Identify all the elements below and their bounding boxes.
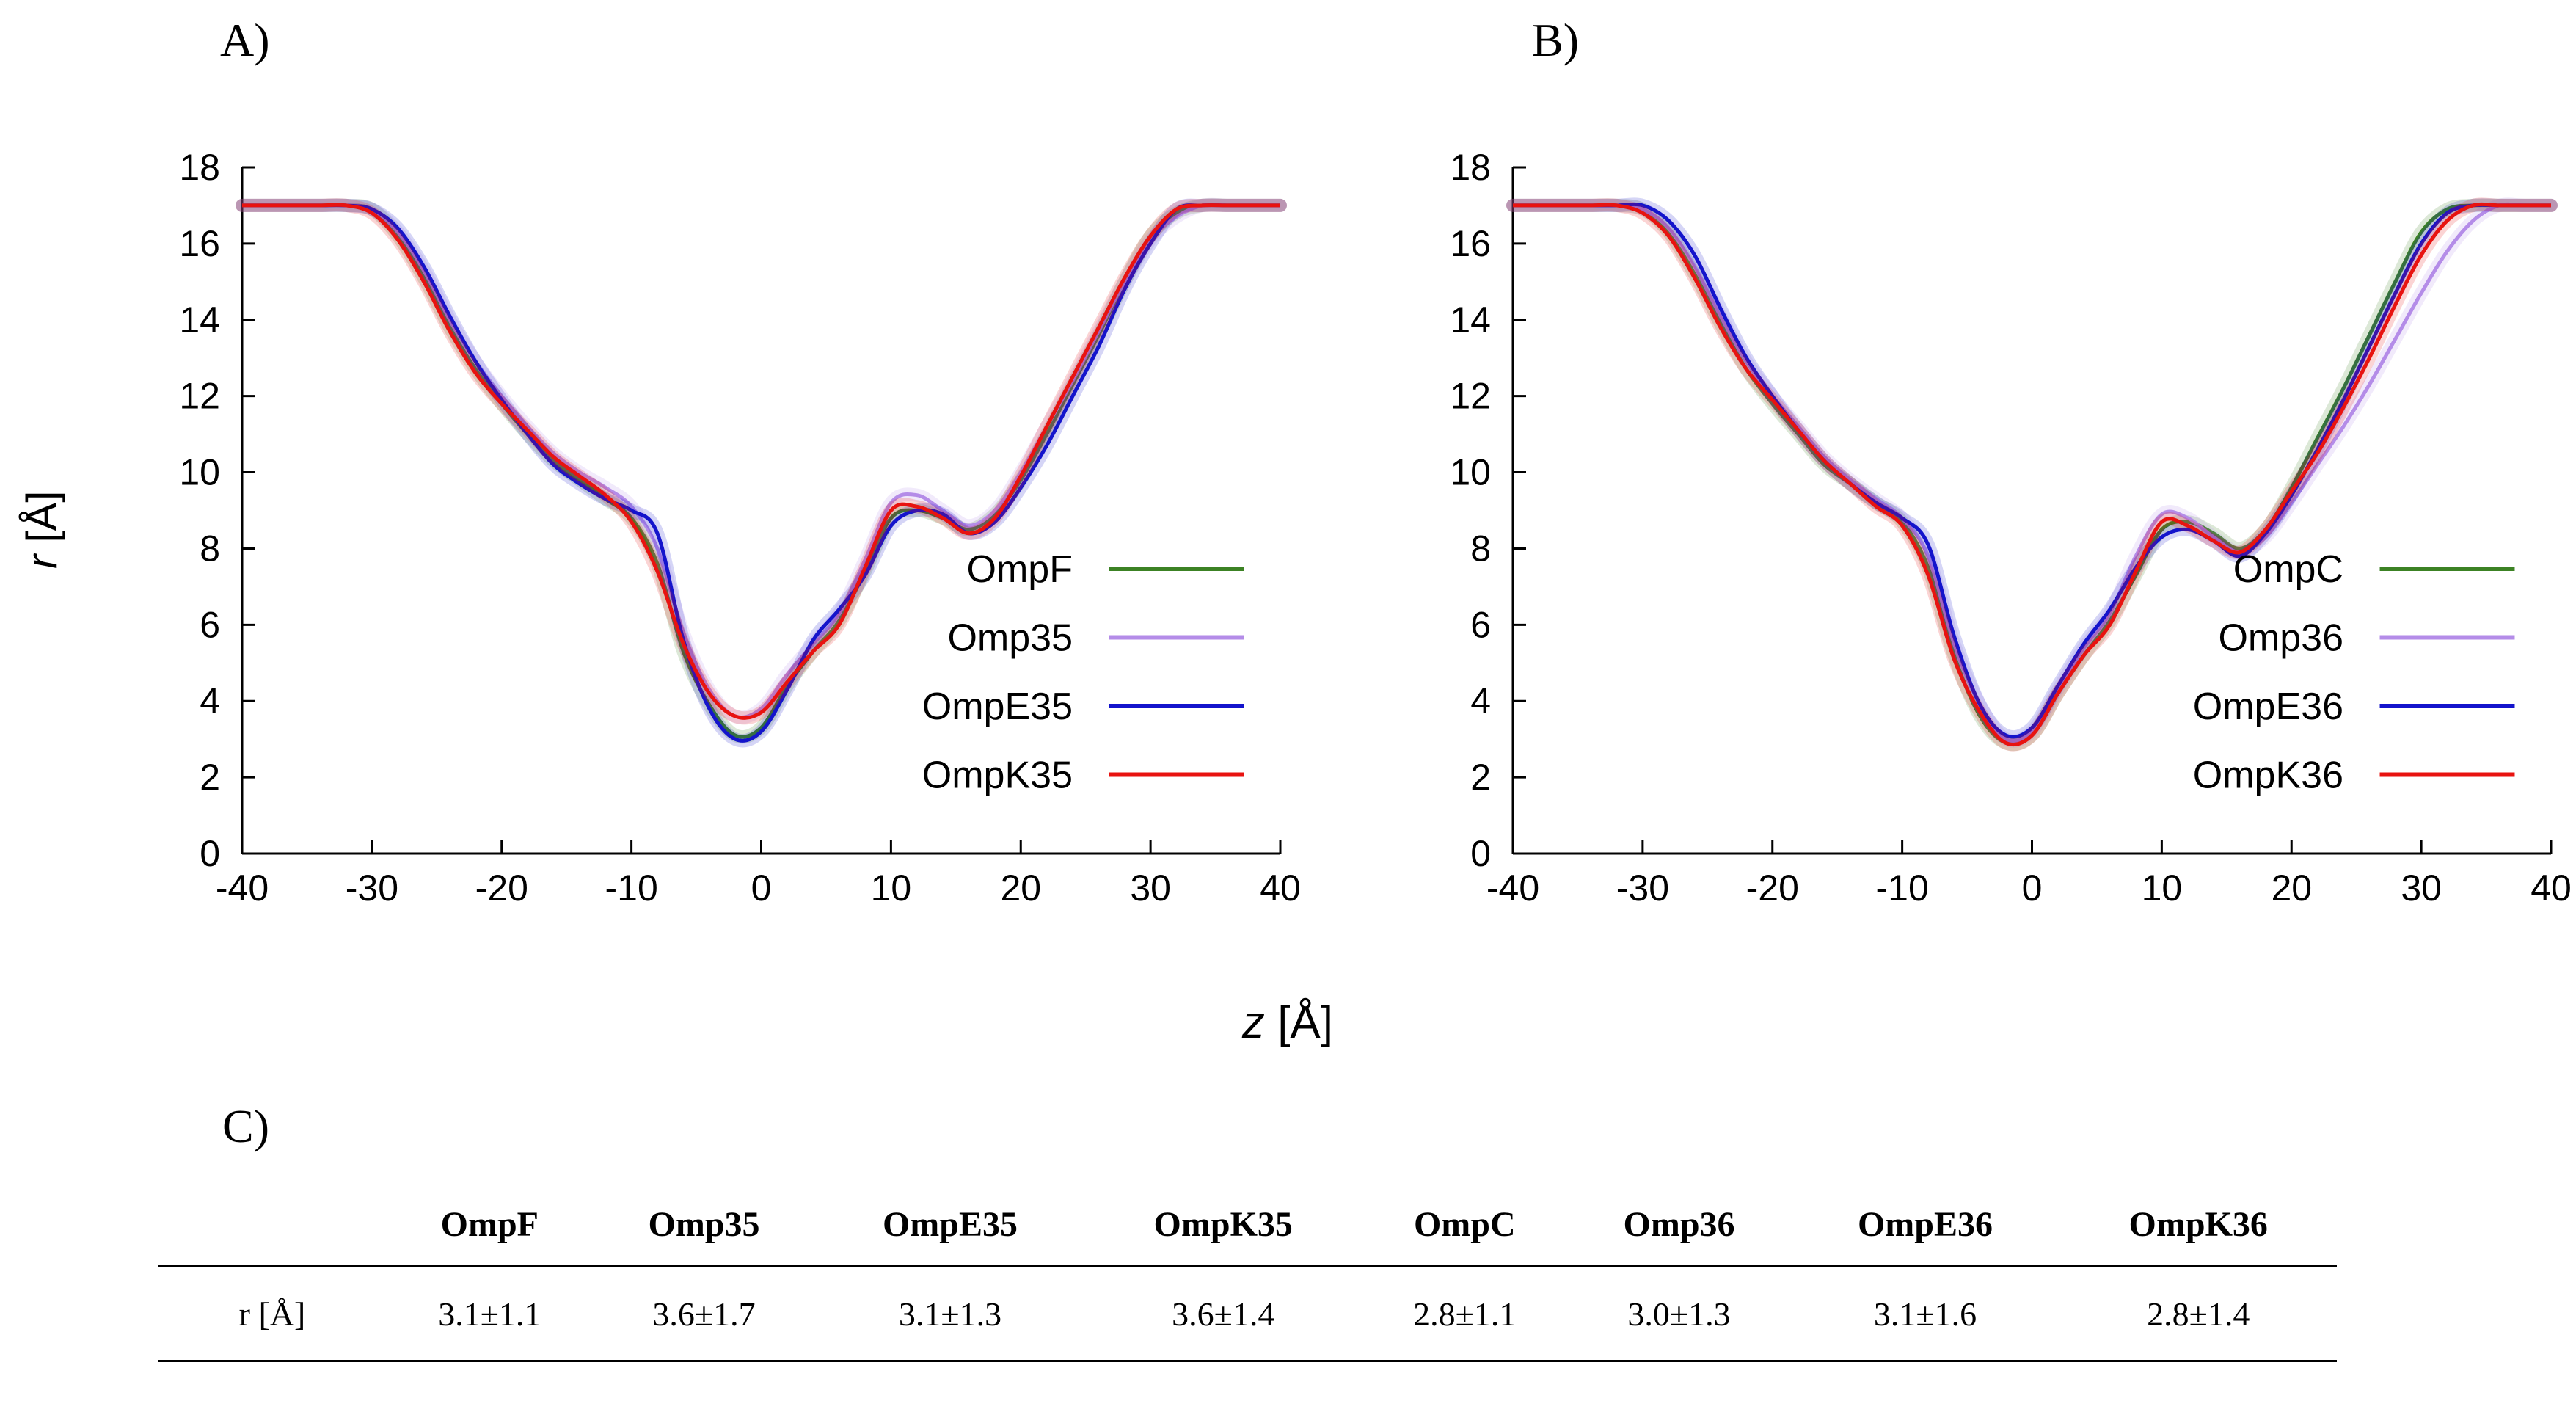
y-tick-label: 16 [1450, 223, 1491, 264]
legend-label-OmpE36: OmpE36 [2193, 685, 2343, 728]
y-tick-label: 10 [179, 452, 220, 493]
table-cell-ompk36: 2.8±1.4 [2059, 1266, 2337, 1362]
legend-label-Omp35: Omp35 [947, 616, 1073, 659]
y-tick-label: 14 [1450, 299, 1491, 341]
series-line-Omp36 [1513, 202, 2551, 743]
x-tick-label: 20 [2271, 867, 2312, 909]
x-tick-label: 10 [871, 867, 912, 909]
table-header-omp35: Omp35 [592, 1183, 816, 1267]
y-tick-label: 4 [1470, 680, 1491, 721]
chart-panel-a: 0 2 4 6 8 10 12 14 16 18 -40 -30 -20 -10 0 10 20 30 40 OmpF… [179, 147, 1301, 909]
table-header-ompe36: OmpE36 [1790, 1183, 2060, 1267]
y-axis-variable: r [18, 554, 66, 569]
y-axis-label: r [Å] [18, 491, 67, 569]
table-header-ompc: OmpC [1361, 1183, 1568, 1267]
panel-b-label: B) [1532, 14, 1579, 66]
x-tick-label: 20 [1000, 867, 1041, 909]
y-tick-label: 4 [200, 680, 220, 721]
legend-label-OmpK36: OmpK36 [2193, 754, 2343, 796]
y-tick-label: 16 [179, 223, 220, 264]
x-tick-label: 0 [2022, 867, 2043, 909]
table-header-omp36: Omp36 [1567, 1183, 1791, 1267]
x-tick-label: -10 [605, 867, 657, 909]
series-band-OmpK35 [236, 198, 1287, 725]
table-corner-cell [158, 1183, 387, 1267]
y-tick-label: 2 [200, 757, 220, 798]
series-line-OmpK35 [242, 203, 1280, 720]
x-tick-label: 10 [2142, 867, 2183, 909]
y-axis-unit: [Å] [18, 490, 66, 555]
table-cell-ompe36: 3.1±1.6 [1790, 1266, 2060, 1362]
x-tick-label: -10 [1875, 867, 1928, 909]
y-tick-label: 10 [1450, 452, 1491, 493]
table-cell-omp35: 3.6±1.7 [592, 1266, 816, 1362]
x-tick-label: -20 [1746, 867, 1799, 909]
x-tick-label: -40 [1486, 867, 1539, 909]
panel-a-label: A) [220, 14, 270, 66]
series-band-OmpE36 [1506, 197, 2558, 744]
table-header-row: OmpF Omp35 OmpE35 OmpK35 OmpC Omp36 OmpE… [158, 1183, 2337, 1267]
y-tick-label: 18 [1450, 147, 1491, 188]
legend-label-OmpF: OmpF [967, 548, 1073, 591]
legend-label-OmpK35: OmpK35 [922, 754, 1073, 796]
legend-label-OmpE35: OmpE35 [922, 685, 1073, 728]
y-tick-label: 14 [179, 299, 220, 341]
legend-label-OmpC: OmpC [2233, 548, 2343, 591]
table-row: r [Å] 3.1±1.1 3.6±1.7 3.1±1.3 3.6±1.4 2.… [158, 1266, 2337, 1362]
x-tick-label: -30 [346, 867, 398, 909]
y-tick-label: 8 [200, 528, 220, 569]
table-header-ompk35: OmpK35 [1084, 1183, 1362, 1267]
table-cell-ompc: 2.8±1.1 [1361, 1266, 1568, 1362]
x-tick-label: 30 [1130, 867, 1171, 909]
table-cell-ompe35: 3.1±1.3 [815, 1266, 1085, 1362]
y-tick-label: 6 [200, 604, 220, 645]
y-tick-label: 6 [1470, 604, 1491, 645]
legend-label-Omp36: Omp36 [2218, 616, 2343, 659]
x-tick-label: 40 [2531, 867, 2572, 909]
table-cell-omp36: 3.0±1.3 [1567, 1266, 1791, 1362]
table-row-label: r [Å] [158, 1266, 387, 1362]
table-cell-ompk35: 3.6±1.4 [1084, 1266, 1362, 1362]
x-axis-label: z [Å] [1159, 997, 1416, 1049]
table-cell-ompf: 3.1±1.1 [387, 1266, 593, 1362]
table-header-ompf: OmpF [387, 1183, 593, 1267]
y-tick-label: 12 [179, 376, 220, 417]
y-tick-label: 18 [179, 147, 220, 188]
y-tick-label: 12 [1450, 376, 1491, 417]
x-tick-label: -20 [475, 867, 528, 909]
series-line-OmpE36 [1513, 202, 2551, 739]
x-tick-label: 0 [751, 867, 772, 909]
y-tick-label: 2 [1470, 757, 1491, 798]
y-tick-label: 0 [200, 833, 220, 874]
x-tick-label: -30 [1616, 867, 1669, 909]
y-tick-label: 8 [1470, 528, 1491, 569]
x-tick-label: 40 [1260, 867, 1301, 909]
table-header-ompe35: OmpE35 [815, 1183, 1085, 1267]
radius-table: OmpF Omp35 OmpE35 OmpK35 OmpC Omp36 OmpE… [158, 1183, 2337, 1362]
panel-c-label: C) [222, 1100, 269, 1152]
x-axis-unit: [Å] [1264, 997, 1334, 1048]
x-axis-variable: z [1241, 997, 1265, 1048]
table-header-ompk36: OmpK36 [2059, 1183, 2337, 1267]
x-tick-label: 30 [2401, 867, 2442, 909]
chart-panel-b: 0 2 4 6 8 10 12 14 16 18 -40 -30 -20 -10 0 10 20 30 40 OmpC… [1450, 147, 2572, 909]
y-tick-label: 0 [1470, 833, 1491, 874]
series-line-OmpK36 [1513, 202, 2551, 747]
x-tick-label: -40 [216, 867, 269, 909]
series-line-OmpE35 [242, 203, 1280, 743]
